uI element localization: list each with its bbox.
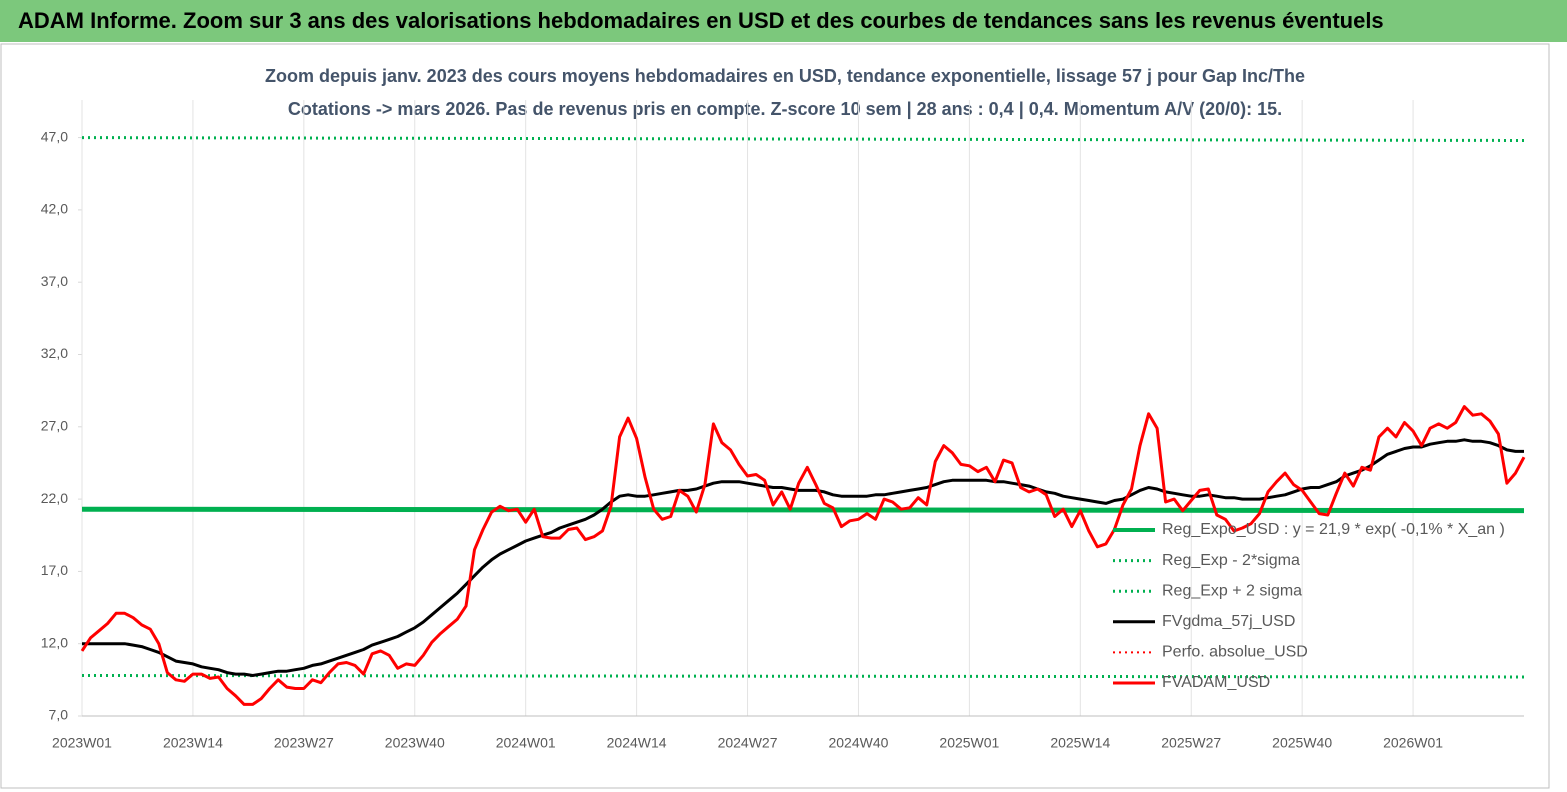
x-tick-label: 2025W14 [1050, 735, 1110, 751]
series-line [82, 438, 1524, 677]
x-tick-label: 2023W01 [52, 735, 112, 751]
x-tick-label: 2024W27 [718, 735, 778, 751]
y-tick-label: 22,0 [41, 490, 68, 506]
chart-frame [0, 43, 1550, 789]
y-tick-label: 7,0 [49, 707, 69, 723]
y-tick-label: 32,0 [41, 345, 68, 361]
y-tick-label: 12,0 [41, 634, 68, 650]
legend-label: Reg_Expo_USD : y = 21,9 * exp( -0,1% * X… [1162, 521, 1505, 538]
x-tick-label: 2024W40 [828, 735, 888, 751]
x-tick-label: 2023W40 [385, 735, 445, 751]
legend-label: Reg_Exp + 2 sigma [1162, 582, 1302, 599]
header-title: ADAM Informe. Zoom sur 3 ans des valoris… [0, 0, 1567, 42]
x-tick-label: 2025W40 [1272, 735, 1332, 751]
legend-label: FVADAM_USD [1162, 674, 1270, 691]
y-tick-label: 37,0 [41, 273, 68, 289]
chart-title: Cotations -> mars 2026. Pas de revenus p… [288, 99, 1282, 119]
trend-line [81, 674, 1525, 679]
y-tick-label: 27,0 [41, 418, 68, 434]
x-tick-label: 2026W01 [1383, 735, 1443, 751]
x-tick-label: 2024W14 [607, 735, 667, 751]
y-tick-label: 47,0 [41, 128, 68, 144]
y-tick-label: 17,0 [41, 562, 68, 578]
legend-label: Perfo. absolue_USD [1162, 644, 1308, 661]
trend-line [81, 506, 1525, 514]
x-tick-label: 2025W01 [939, 735, 999, 751]
x-tick-label: 2025W27 [1161, 735, 1221, 751]
x-tick-label: 2024W01 [496, 735, 556, 751]
legend-label: FVgdma_57j_USD [1162, 613, 1295, 630]
series-line [80, 405, 1526, 706]
trend-line [81, 136, 1525, 142]
legend-label: Reg_Exp - 2*sigma [1162, 552, 1300, 569]
x-tick-label: 2023W14 [163, 735, 223, 751]
x-tick-label: 2023W27 [274, 735, 334, 751]
y-tick-label: 42,0 [41, 201, 68, 217]
chart-title: Zoom depuis janv. 2023 des cours moyens … [265, 66, 1305, 86]
